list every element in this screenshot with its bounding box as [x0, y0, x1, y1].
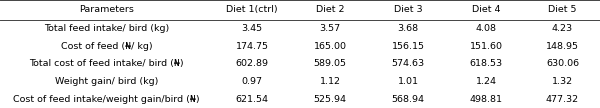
Text: Weight gain/ bird (kg): Weight gain/ bird (kg) [55, 77, 158, 86]
Text: 3.45: 3.45 [241, 24, 263, 33]
Text: Parameters: Parameters [79, 6, 134, 14]
Text: 1.12: 1.12 [320, 77, 341, 86]
Text: 148.95: 148.95 [546, 42, 579, 51]
Text: 165.00: 165.00 [314, 42, 347, 51]
Text: 525.94: 525.94 [314, 95, 347, 104]
Text: Diet 2: Diet 2 [316, 6, 344, 14]
Text: 1.01: 1.01 [397, 77, 418, 86]
Text: 4.23: 4.23 [552, 24, 573, 33]
Text: Diet 1(ctrl): Diet 1(ctrl) [226, 6, 278, 14]
Text: 1.32: 1.32 [552, 77, 573, 86]
Text: 621.54: 621.54 [235, 95, 269, 104]
Text: Diet 4: Diet 4 [472, 6, 500, 14]
Text: 1.24: 1.24 [476, 77, 497, 86]
Text: 618.53: 618.53 [469, 60, 503, 68]
Text: Diet 5: Diet 5 [548, 6, 577, 14]
Text: 3.68: 3.68 [397, 24, 419, 33]
Text: Diet 3: Diet 3 [394, 6, 422, 14]
Text: 602.89: 602.89 [235, 60, 269, 68]
Text: 477.32: 477.32 [546, 95, 579, 104]
Text: Cost of feed (₦/ kg): Cost of feed (₦/ kg) [61, 42, 152, 51]
Text: 3.57: 3.57 [319, 24, 341, 33]
Text: 498.81: 498.81 [470, 95, 503, 104]
Text: 589.05: 589.05 [314, 60, 347, 68]
Text: Cost of feed intake/weight gain/bird (₦): Cost of feed intake/weight gain/bird (₦) [13, 95, 200, 104]
Text: 4.08: 4.08 [476, 24, 497, 33]
Text: Total cost of feed intake/ bird (₦): Total cost of feed intake/ bird (₦) [29, 60, 184, 68]
Text: 630.06: 630.06 [546, 60, 579, 68]
Text: 0.97: 0.97 [241, 77, 263, 86]
Text: 568.94: 568.94 [391, 95, 424, 104]
Text: 174.75: 174.75 [235, 42, 269, 51]
Text: Total feed intake/ bird (kg): Total feed intake/ bird (kg) [44, 24, 169, 33]
Text: 156.15: 156.15 [391, 42, 424, 51]
Text: 151.60: 151.60 [470, 42, 503, 51]
Text: 574.63: 574.63 [391, 60, 425, 68]
